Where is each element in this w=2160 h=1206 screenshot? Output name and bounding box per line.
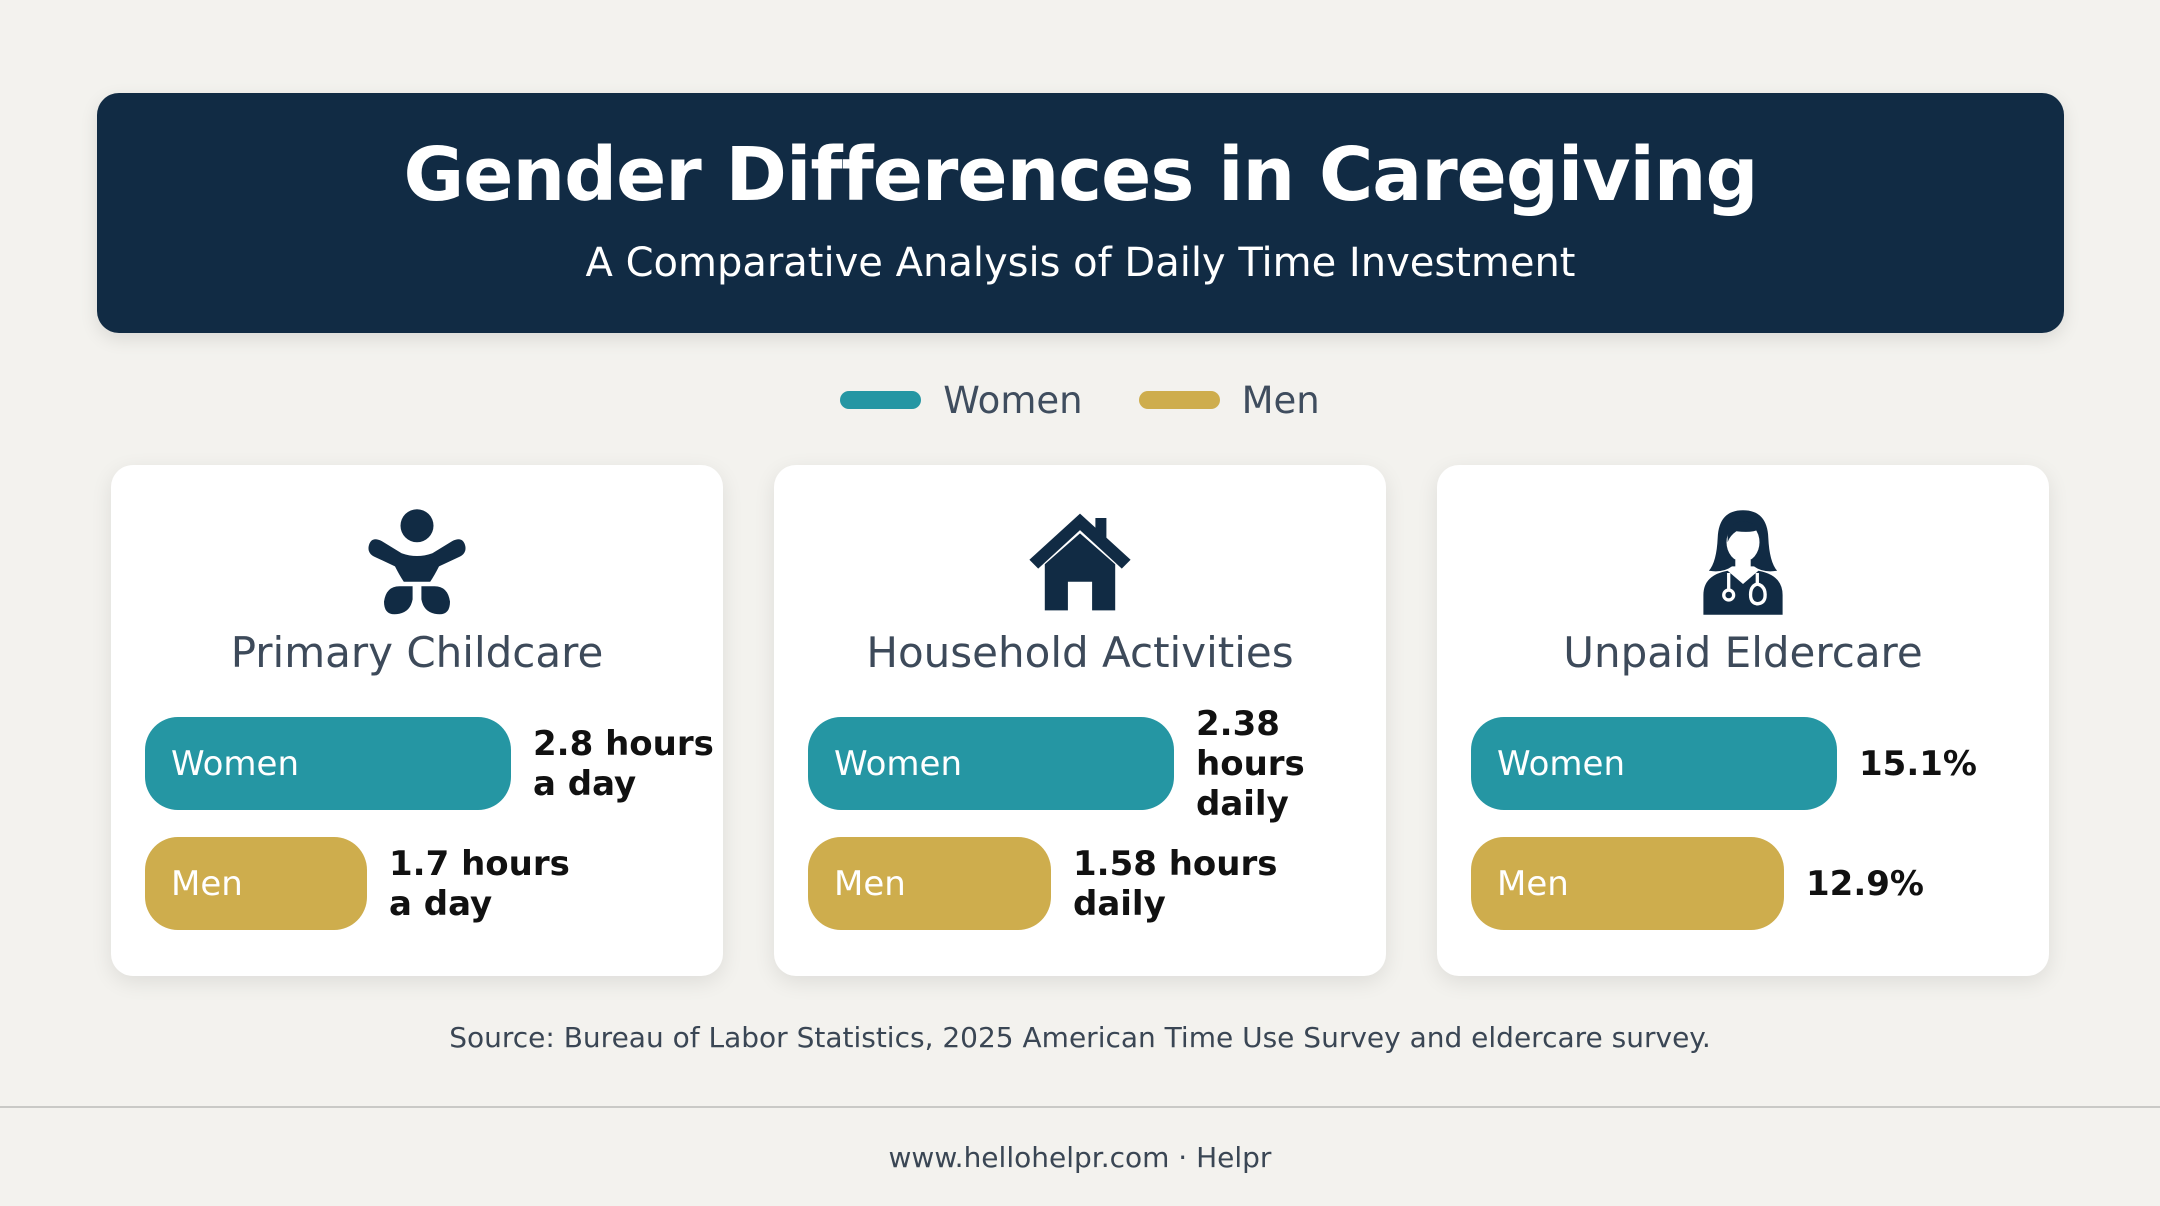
bar-men: Men xyxy=(145,837,367,930)
baby-icon xyxy=(111,507,723,617)
legend-item-women: Women xyxy=(840,378,1083,422)
bar-label-men: Men xyxy=(1497,863,1569,904)
bar-label-women: Women xyxy=(171,743,300,784)
header-banner: Gender Differences in Caregiving A Compa… xyxy=(97,93,2064,333)
value-label-women: 2.38 hours daily xyxy=(1196,703,1305,824)
card-unpaid-eldercare: Unpaid Eldercare Women 15.1% Men 12.9% xyxy=(1437,465,2049,976)
legend-label-men: Men xyxy=(1241,378,1320,422)
legend-swatch-women xyxy=(840,391,922,409)
card-primary-childcare: Primary Childcare Women 2.8 hours a day … xyxy=(111,465,723,976)
bar-women: Women xyxy=(145,717,511,810)
page-title: Gender Differences in Caregiving xyxy=(403,132,1759,218)
card-title: Household Activities xyxy=(866,628,1294,677)
legend-label-women: Women xyxy=(943,378,1083,422)
legend-swatch-men xyxy=(1138,391,1220,409)
bar-women: Women xyxy=(808,717,1174,810)
bar-label-women: Women xyxy=(1497,743,1626,784)
source-note: Source: Bureau of Labor Statistics, 2025… xyxy=(449,1021,1711,1054)
bar-men: Men xyxy=(1471,837,1784,930)
value-label-women: 2.8 hours a day xyxy=(533,723,714,804)
value-label-men: 1.58 hours daily xyxy=(1073,843,1278,924)
bar-men: Men xyxy=(808,837,1051,930)
legend: Women Men xyxy=(0,376,2160,424)
value-label-men: 12.9% xyxy=(1806,863,1924,904)
card-household-activities: Household Activities Women 2.38 hours da… xyxy=(774,465,1386,976)
value-label-women: 15.1% xyxy=(1859,743,1977,784)
bar-women: Women xyxy=(1471,717,1837,810)
caregiver-icon xyxy=(1437,507,2049,617)
card-title: Primary Childcare xyxy=(230,628,604,677)
house-icon xyxy=(774,507,1386,617)
bar-label-women: Women xyxy=(834,743,963,784)
footer-divider xyxy=(0,1106,2160,1108)
page-subtitle: A Comparative Analysis of Daily Time Inv… xyxy=(585,240,1576,286)
bar-label-men: Men xyxy=(171,863,243,904)
footer-credit: www.hellohelpr.com · Helpr xyxy=(888,1141,1272,1174)
card-title: Unpaid Eldercare xyxy=(1563,628,1923,677)
bar-label-men: Men xyxy=(834,863,906,904)
legend-item-men: Men xyxy=(1138,378,1320,422)
value-label-men: 1.7 hours a day xyxy=(389,843,570,924)
